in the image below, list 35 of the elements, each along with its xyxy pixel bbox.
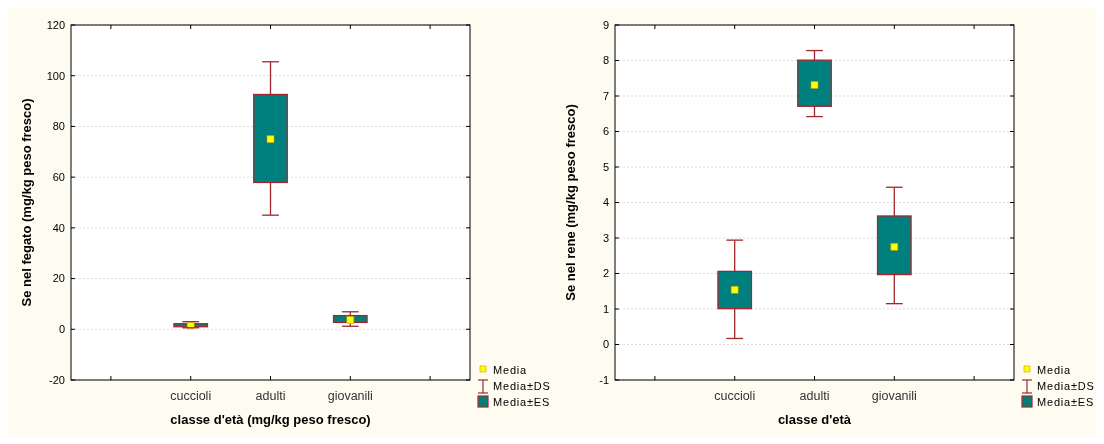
y-tick-label: 8 [602,54,609,67]
y-tick-label: 120 [46,18,65,31]
y-tick-label: 0 [602,338,609,351]
y-tick-label: -20 [49,373,65,386]
text: Media±DS [1037,379,1095,392]
y-tick-label: 80 [52,120,65,133]
y-tick-label: 20 [52,272,65,285]
x-axis-title: classe d'età [777,412,852,427]
y-axis-title: Se nel rene (mg/kg peso fresco) [563,104,578,301]
y-tick-label: 9 [602,18,609,31]
x-axis-title: classe d'età (mg/kg peso fresco) [170,412,371,427]
text: Media±DS [493,379,551,392]
legend-label: Media [493,363,528,376]
legend-label: Media±ES [1037,395,1095,408]
y-tick-label: 100 [46,69,65,82]
y-tick-label: 1 [602,302,609,315]
y-tick-label: 4 [602,196,609,209]
x-tick-label: cuccioli [170,389,212,403]
x-tick-label: giovanili [327,389,373,403]
y-tick-label: 5 [602,160,609,173]
y-tick-label: 60 [52,170,65,183]
x-tick-label: cuccioli [714,389,756,403]
y-tick-label: 7 [602,89,609,102]
y-tick-label: 0 [58,323,65,336]
legend-label: Media [1037,363,1072,376]
y-tick-label: -1 [599,373,609,386]
x-tick-label: giovanili [871,389,917,403]
y-tick-label: 3 [602,231,609,244]
y-tick-label: 2 [602,267,609,280]
legend-label: Media±ES [493,395,551,408]
y-axis-title: Se nel fegato (mg/kg peso fresco) [19,98,34,307]
y-tick-label: 6 [602,125,609,138]
y-tick-label: 40 [52,221,65,234]
x-tick-label: adulti [255,389,286,403]
x-tick-label: adulti [799,389,830,403]
